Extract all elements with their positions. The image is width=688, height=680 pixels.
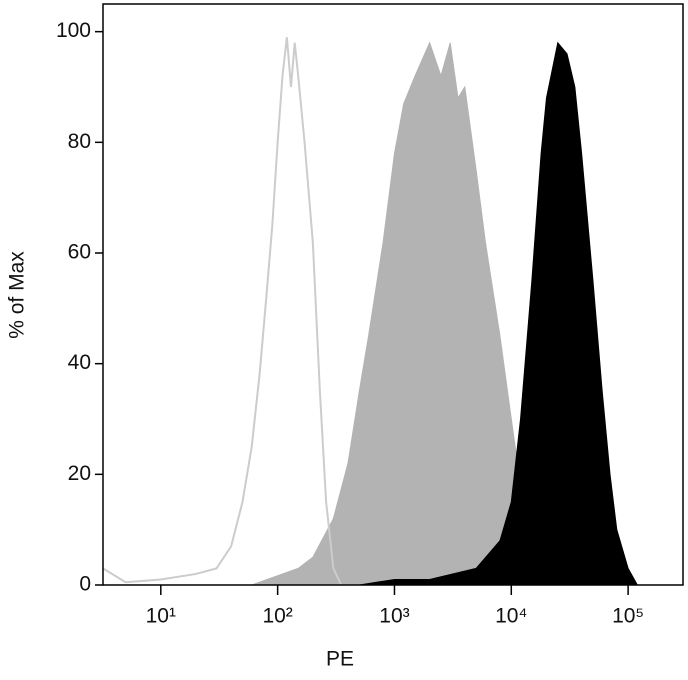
y-tick-label: 40	[68, 351, 91, 374]
x-tick-label: 10⁴	[495, 605, 527, 628]
x-tick-label: 10¹	[146, 605, 176, 628]
y-tick-label: 20	[68, 462, 91, 485]
y-tick-label: 0	[79, 573, 91, 596]
y-tick-label: 80	[68, 130, 91, 153]
x-axis-label: PE	[326, 648, 354, 671]
x-tick-label: 10²	[262, 605, 292, 628]
histogram-area	[359, 41, 639, 586]
plot-frame	[102, 3, 684, 586]
y-axis-label: % of Max	[6, 251, 29, 339]
x-tick-label: 10³	[379, 605, 409, 628]
y-tick-label: 60	[68, 241, 91, 264]
x-tick-label: 10⁵	[612, 605, 644, 628]
y-tick-label: 100	[56, 19, 91, 42]
histogram-outline	[102, 37, 343, 586]
